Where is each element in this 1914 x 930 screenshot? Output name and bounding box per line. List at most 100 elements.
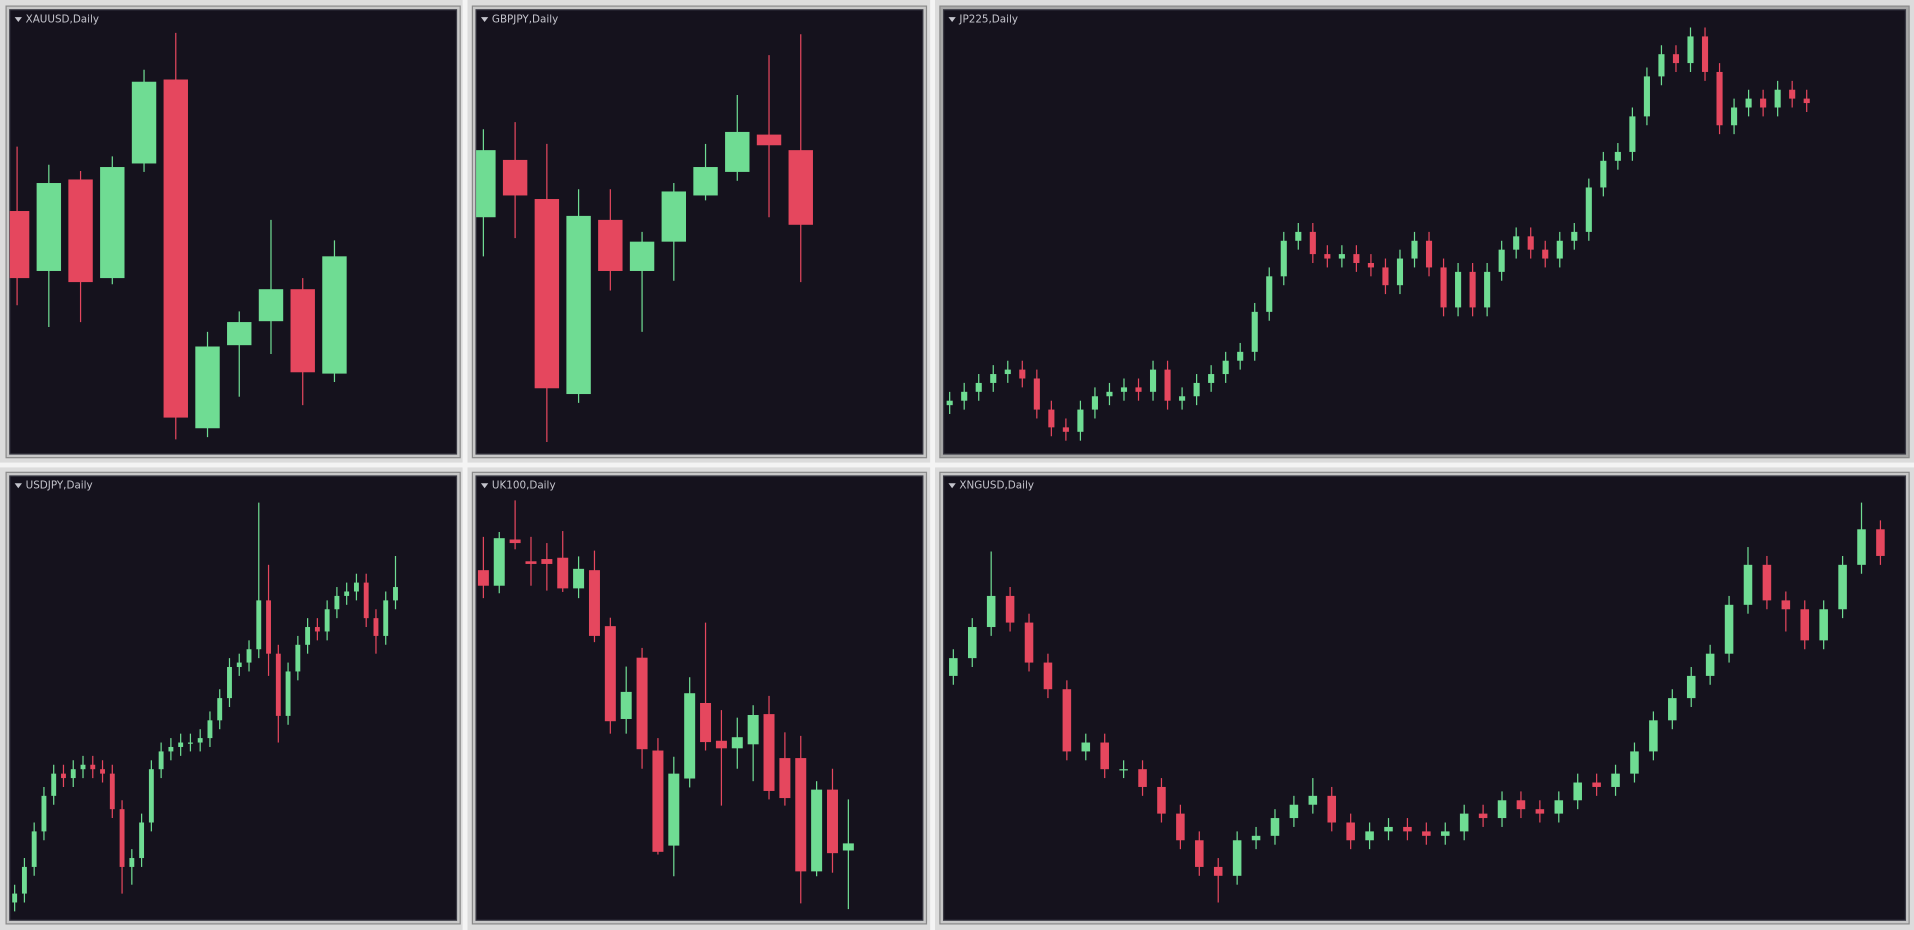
candle-body bbox=[1440, 267, 1447, 308]
candle-body bbox=[1614, 151, 1621, 161]
candle-body bbox=[811, 789, 823, 872]
chart-area bbox=[942, 475, 1907, 921]
candle-body bbox=[566, 215, 591, 395]
candle-body bbox=[1716, 71, 1723, 126]
candle-body bbox=[477, 570, 489, 586]
chart-area bbox=[9, 475, 458, 921]
candle-body bbox=[1571, 231, 1578, 241]
candle-body bbox=[1672, 54, 1680, 64]
chart-window: GBPJPY,Daily bbox=[471, 5, 928, 459]
candle-body bbox=[285, 671, 291, 716]
candle-body bbox=[1781, 600, 1791, 610]
candle-body bbox=[1157, 786, 1166, 814]
candle-body bbox=[990, 374, 997, 383]
candle-body bbox=[1091, 396, 1098, 410]
candle-body bbox=[1422, 831, 1431, 836]
candle-body bbox=[68, 179, 93, 283]
candle-body bbox=[139, 822, 145, 859]
candle-body bbox=[1724, 604, 1734, 654]
candle-body bbox=[70, 769, 76, 779]
candle-body bbox=[588, 570, 600, 636]
candle-body bbox=[975, 382, 982, 392]
candle-body bbox=[131, 81, 157, 164]
candle-body bbox=[1803, 98, 1810, 104]
candle-body bbox=[534, 199, 560, 389]
candle-body bbox=[1382, 267, 1389, 286]
candle-body bbox=[236, 662, 242, 668]
candle-body bbox=[1527, 236, 1534, 250]
candle-body bbox=[1266, 276, 1273, 312]
candle-body bbox=[1043, 662, 1053, 690]
candle-body bbox=[227, 667, 232, 699]
candle-body bbox=[1643, 76, 1650, 117]
candle-body bbox=[509, 539, 521, 544]
candle-body bbox=[187, 742, 193, 744]
candle-body bbox=[1649, 720, 1658, 752]
candle-body bbox=[195, 346, 220, 429]
candle-body bbox=[1554, 800, 1564, 814]
candle-body bbox=[1876, 529, 1885, 556]
candle-body bbox=[1149, 369, 1157, 392]
candle-body bbox=[1193, 382, 1200, 397]
candle-body bbox=[557, 557, 569, 589]
candle-body bbox=[197, 738, 203, 743]
candle-body bbox=[573, 568, 585, 589]
chart-title: XNGUSD,Daily bbox=[959, 480, 1034, 492]
candle-body bbox=[41, 795, 47, 832]
candles bbox=[12, 502, 398, 912]
candle-body bbox=[109, 773, 115, 810]
candle-body bbox=[1289, 804, 1299, 819]
candle-body bbox=[363, 582, 369, 619]
candle-body bbox=[1100, 742, 1109, 770]
menu-arrow bbox=[14, 483, 22, 489]
candles bbox=[949, 502, 1885, 903]
chart-window: XNGUSD,Daily bbox=[939, 471, 1910, 925]
chart-window: XAUUSD,Daily bbox=[5, 5, 461, 459]
candle-body bbox=[246, 649, 252, 663]
candle-body bbox=[217, 698, 223, 721]
candle-body bbox=[36, 183, 62, 271]
candle-body bbox=[90, 764, 96, 770]
candle-body bbox=[502, 159, 528, 196]
candle-body bbox=[1440, 831, 1450, 836]
candle-body bbox=[493, 538, 505, 586]
candle-body bbox=[275, 653, 281, 716]
candle-body bbox=[961, 391, 968, 401]
candle-body bbox=[80, 764, 86, 770]
candle-body bbox=[525, 561, 537, 564]
candle-body bbox=[1760, 98, 1767, 108]
candle-body bbox=[1743, 564, 1753, 605]
candle-body bbox=[373, 618, 379, 636]
candle-body bbox=[1232, 840, 1242, 876]
candle-body bbox=[1019, 369, 1026, 379]
candle-body bbox=[178, 742, 184, 747]
candle-body bbox=[684, 693, 696, 779]
candle-body bbox=[1195, 840, 1204, 867]
candle-body bbox=[119, 809, 125, 867]
candle-body bbox=[148, 769, 154, 823]
candle-body bbox=[1024, 622, 1034, 663]
candle-body bbox=[322, 256, 347, 374]
menu-arrow bbox=[480, 17, 489, 22]
chart-window: UK100,Daily bbox=[471, 471, 928, 925]
candle-body bbox=[1819, 609, 1828, 641]
candle-body bbox=[1119, 769, 1128, 771]
candle-body bbox=[747, 714, 759, 745]
candle-body bbox=[334, 595, 340, 610]
candle-body bbox=[1535, 809, 1545, 814]
candle-body bbox=[1658, 54, 1665, 77]
candle-body bbox=[1668, 698, 1677, 721]
candle-body bbox=[1327, 795, 1337, 823]
chart-window: USDJPY,Daily bbox=[5, 471, 461, 925]
candle-body bbox=[1295, 231, 1302, 241]
menu-arrow bbox=[948, 17, 956, 22]
candle-body bbox=[788, 150, 813, 225]
candle-body bbox=[158, 751, 164, 770]
candle-body bbox=[1469, 271, 1476, 308]
candle-body bbox=[1270, 818, 1280, 836]
candle-body bbox=[1179, 396, 1186, 401]
candle-body bbox=[693, 167, 718, 196]
candle-body bbox=[393, 587, 398, 601]
candles bbox=[477, 500, 854, 910]
candle-body bbox=[1338, 254, 1345, 259]
